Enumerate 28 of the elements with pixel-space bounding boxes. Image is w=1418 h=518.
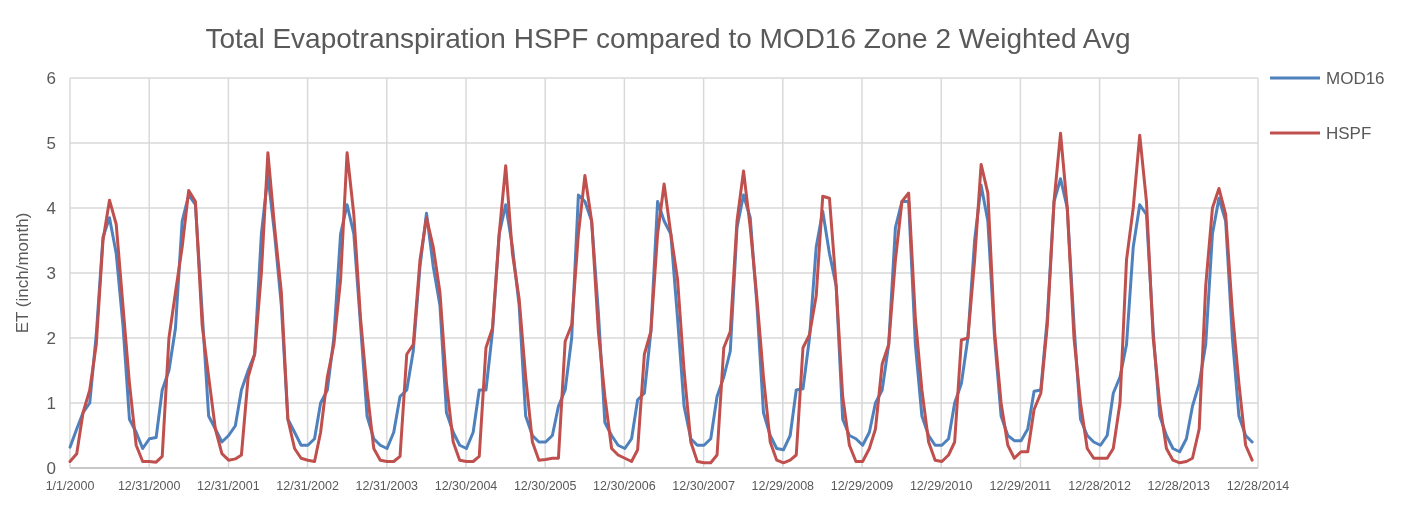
x-tick-label: 12/31/2000 <box>117 479 181 493</box>
y-tick-label: 3 <box>46 263 56 283</box>
y-tick-label: 6 <box>46 68 56 88</box>
x-tick-label: 12/31/2003 <box>355 479 419 493</box>
y-tick-label: 1 <box>46 393 56 413</box>
x-tick-label: 12/30/2005 <box>513 479 577 493</box>
x-tick-label: 12/30/2006 <box>593 479 656 493</box>
chart-title: Total Evapotranspiration HSPF compared to MOD16 Zone 2 Weighted Avg <box>205 23 1131 54</box>
y-tick-label: 2 <box>46 328 56 348</box>
x-tick-label: 12/28/2014 <box>1226 479 1290 493</box>
x-tick-label: 12/29/2009 <box>830 479 894 493</box>
x-tick-label: 12/31/2001 <box>197 479 260 493</box>
x-tick-label: 12/29/2008 <box>751 479 815 493</box>
x-tick-label: 1/1/2000 <box>45 479 95 493</box>
x-tick-label: 12/30/2004 <box>434 479 498 493</box>
y-tick-label: 4 <box>46 198 56 218</box>
y-axis-title: ET (inch/month) <box>13 212 32 334</box>
y-tick-label: 0 <box>46 458 56 478</box>
x-tick-label: 12/28/2013 <box>1147 479 1211 493</box>
x-tick-label: 12/29/2011 <box>989 479 1052 493</box>
x-tick-label: 12/28/2012 <box>1068 479 1131 493</box>
y-tick-label: 5 <box>46 133 56 153</box>
line-series <box>68 131 1254 465</box>
legend-label: HSPF <box>1326 123 1372 143</box>
x-tick-label: 12/30/2007 <box>672 479 735 493</box>
legend-label: MOD16 <box>1326 68 1385 88</box>
x-tick-label: 12/31/2002 <box>276 479 339 493</box>
x-tick-label: 12/29/2010 <box>909 479 973 493</box>
